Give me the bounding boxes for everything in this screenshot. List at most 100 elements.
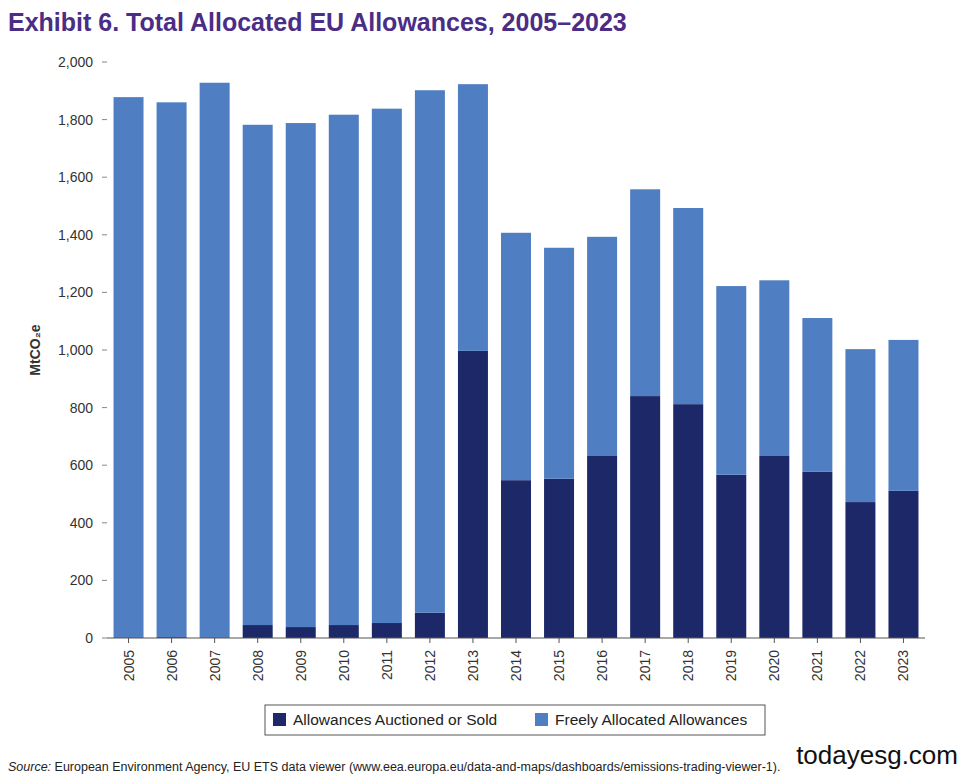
x-tick (472, 638, 473, 643)
bar (157, 102, 187, 637)
bar (243, 125, 273, 625)
x-tick-label: 2010 (336, 650, 352, 681)
y-tick-label: 1,800 (58, 112, 93, 128)
x-tick (688, 638, 689, 643)
x-tick-label: 2015 (551, 650, 567, 681)
bar (802, 318, 832, 472)
bar (243, 625, 273, 638)
y-tick-label: 1,400 (58, 227, 93, 243)
bar (458, 84, 488, 351)
bars (114, 83, 919, 638)
bar (415, 613, 445, 638)
y-tick (102, 177, 107, 178)
x-tick (386, 638, 387, 643)
x-tick-label: 2008 (250, 650, 266, 681)
bar (329, 115, 359, 625)
x-tick-label: 2016 (594, 650, 610, 681)
x-tick-label: 2021 (809, 650, 825, 681)
legend-box (265, 705, 765, 735)
bar (286, 627, 316, 638)
bar (673, 208, 703, 404)
x-tick-label: 2007 (207, 650, 223, 681)
bar (372, 623, 402, 638)
x-tick (645, 638, 646, 643)
x-tick (559, 638, 560, 643)
x-tick-label: 2011 (379, 650, 395, 680)
y-axis-label: MtCO₂e (27, 324, 43, 376)
x-tick (171, 638, 172, 643)
source-text: European Environment Agency, EU ETS data… (51, 760, 780, 774)
x-tick (128, 638, 129, 643)
y-tick-label: 800 (70, 400, 94, 416)
bar (501, 480, 531, 638)
bar (329, 625, 359, 638)
x-tick-label: 2018 (680, 650, 696, 681)
bar (544, 479, 574, 638)
x-tick (257, 638, 258, 643)
x-tick-label: 2017 (637, 650, 653, 681)
y-tick (102, 580, 107, 581)
x-tick (903, 638, 904, 643)
x-tick (731, 638, 732, 643)
bar (716, 475, 746, 638)
y-tick (102, 350, 107, 351)
bar (673, 404, 703, 638)
bar (630, 189, 660, 396)
bar (200, 83, 230, 638)
legend-swatch (535, 713, 548, 726)
y-tick-label: 0 (85, 630, 93, 646)
x-tick (300, 638, 301, 643)
y-tick-label: 400 (70, 515, 94, 531)
x-tick (429, 638, 430, 643)
bar (114, 97, 144, 638)
x-tick (602, 638, 603, 643)
x-tick (860, 638, 861, 643)
source-label: Source: (8, 760, 51, 774)
y-tick (102, 465, 107, 466)
bar (888, 340, 918, 491)
bar (544, 248, 574, 479)
x-tick-label: 2022 (852, 650, 868, 681)
bar (888, 491, 918, 638)
x-tick (774, 638, 775, 643)
bar (845, 502, 875, 638)
bar (587, 456, 617, 638)
bar (630, 396, 660, 638)
bar (415, 90, 445, 612)
x-tick-label: 2006 (164, 650, 180, 681)
x-tick-label: 2020 (766, 650, 782, 681)
y-tick-label: 1,000 (58, 342, 93, 358)
bar (759, 280, 789, 456)
y-tick (102, 234, 107, 235)
y-tick-label: 200 (70, 572, 94, 588)
x-tick-label: 2012 (422, 650, 438, 681)
bar (286, 123, 316, 627)
bar (458, 351, 488, 638)
bar (845, 349, 875, 502)
y-tick (102, 292, 107, 293)
x-tick-label: 2013 (465, 650, 481, 681)
x-tick-label: 2014 (508, 650, 524, 681)
y-tick-label: 600 (70, 457, 94, 473)
watermark: todayesg.com (796, 740, 958, 770)
bar (372, 109, 402, 623)
x-tick-label: 2019 (723, 650, 739, 681)
legend: Allowances Auctioned or Sold Freely Alloc… (265, 705, 765, 735)
legend-label: Freely Allocated Allowances (555, 711, 747, 728)
bar (501, 233, 531, 480)
y-tick (102, 522, 107, 523)
x-tick-label: 2009 (293, 650, 309, 681)
x-tick (343, 638, 344, 643)
x-tick-label: 2023 (895, 650, 911, 681)
y-tick-label: 1,600 (58, 169, 93, 185)
legend-label: Allowances Auctioned or Sold (293, 711, 497, 728)
x-tick (516, 638, 517, 643)
bar (587, 237, 617, 456)
chart: Exhibit 6. Total Allocated EU Allowances… (0, 0, 963, 775)
source: Source: European Environment Agency, EU … (8, 760, 780, 774)
y-tick (102, 638, 107, 639)
x-tick (817, 638, 818, 643)
bar (716, 286, 746, 475)
bar (759, 456, 789, 638)
y-tick-label: 1,200 (58, 284, 93, 300)
